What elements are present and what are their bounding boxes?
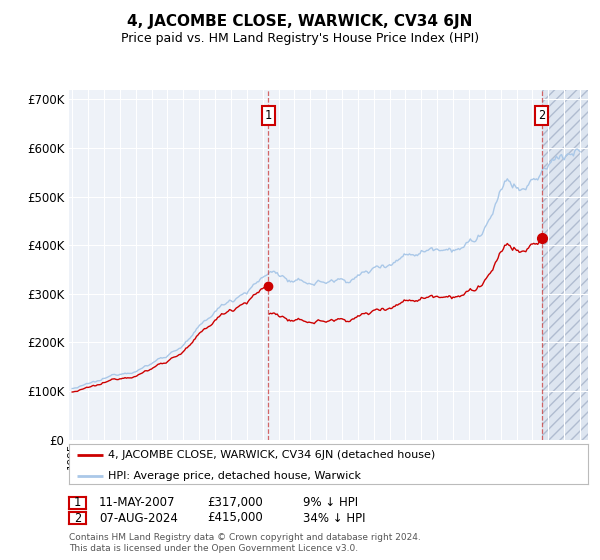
Text: 9% ↓ HPI: 9% ↓ HPI — [303, 496, 358, 510]
Text: 1: 1 — [265, 109, 272, 122]
Text: 4, JACOMBE CLOSE, WARWICK, CV34 6JN: 4, JACOMBE CLOSE, WARWICK, CV34 6JN — [127, 14, 473, 29]
Text: 2: 2 — [538, 109, 545, 122]
Text: £415,000: £415,000 — [207, 511, 263, 525]
Text: 11-MAY-2007: 11-MAY-2007 — [99, 496, 176, 510]
Text: 34% ↓ HPI: 34% ↓ HPI — [303, 511, 365, 525]
Text: 1: 1 — [74, 496, 81, 510]
Bar — [542, 90, 588, 440]
Text: Contains HM Land Registry data © Crown copyright and database right 2024.
This d: Contains HM Land Registry data © Crown c… — [69, 533, 421, 553]
Text: 2: 2 — [74, 511, 81, 525]
Text: 4, JACOMBE CLOSE, WARWICK, CV34 6JN (detached house): 4, JACOMBE CLOSE, WARWICK, CV34 6JN (det… — [108, 450, 435, 460]
Text: £317,000: £317,000 — [207, 496, 263, 510]
Text: HPI: Average price, detached house, Warwick: HPI: Average price, detached house, Warw… — [108, 470, 361, 480]
Text: Price paid vs. HM Land Registry's House Price Index (HPI): Price paid vs. HM Land Registry's House … — [121, 31, 479, 45]
Text: 07-AUG-2024: 07-AUG-2024 — [99, 511, 178, 525]
